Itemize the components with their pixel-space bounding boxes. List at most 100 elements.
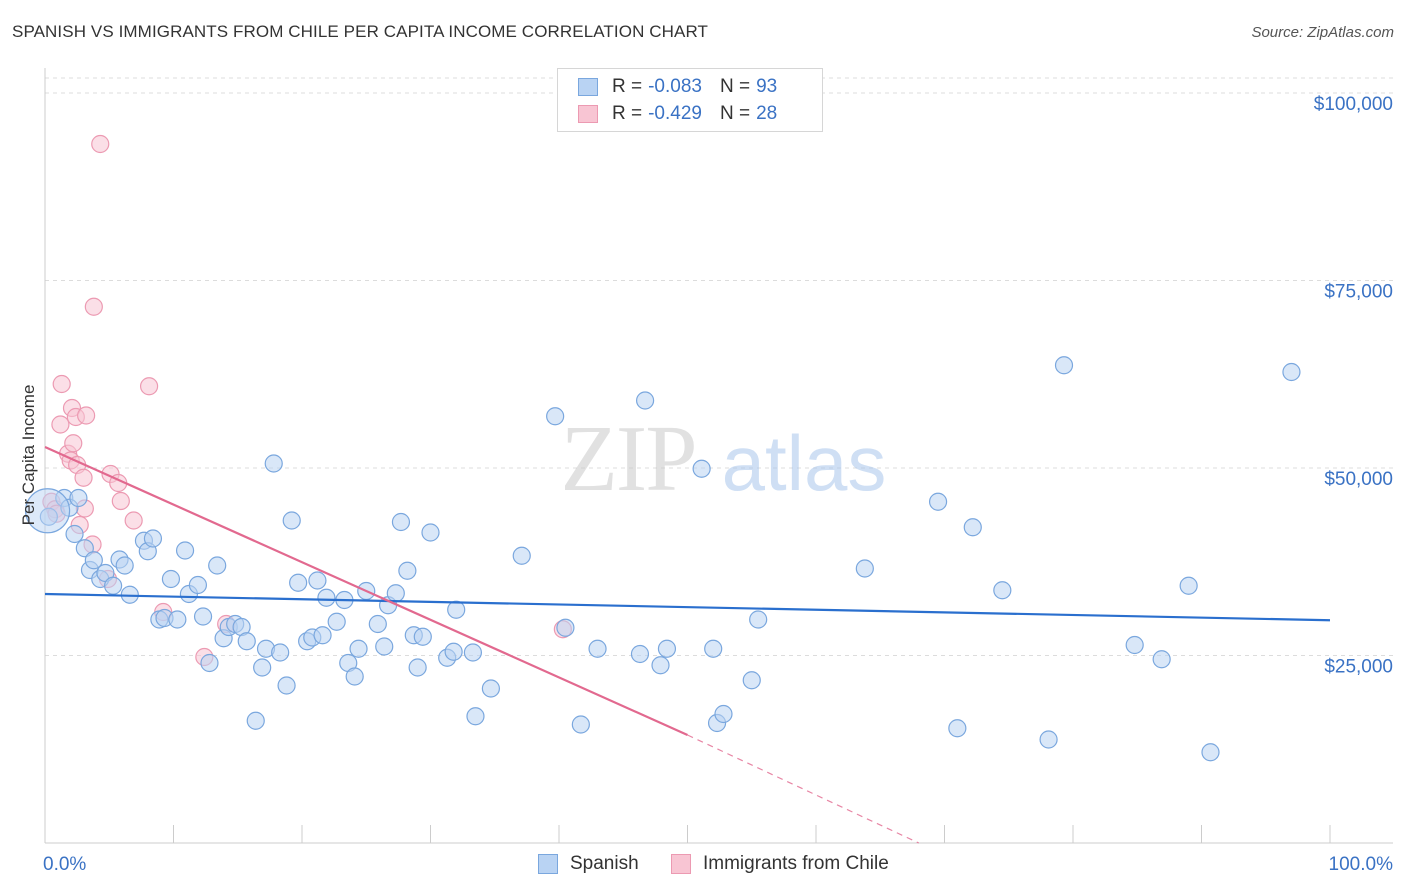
data-point-spanish (200, 653, 219, 673)
data-point-spanish (65, 524, 84, 544)
watermark-zip: ZIP (561, 407, 696, 511)
data-point-spanish (749, 610, 768, 629)
data-point-spanish (289, 573, 308, 592)
data-point-spanish (928, 492, 948, 511)
data-point-spanish (24, 488, 71, 534)
bottom-legend-chile: Immigrants from Chile (671, 852, 889, 876)
data-point-spanish (635, 391, 655, 410)
data-point-spanish (408, 658, 427, 677)
series-spanish-points (24, 356, 1301, 762)
data-point-spanish (349, 639, 368, 658)
y-tick-label: $100,000 (1314, 94, 1393, 115)
data-point-spanish (546, 407, 565, 426)
data-point-spanish (630, 644, 650, 664)
legend-swatch-chile (578, 105, 598, 123)
legend-n-label: N = (719, 103, 751, 124)
data-point-spanish (246, 711, 265, 730)
grid-lines (45, 77, 1393, 656)
data-point-chile (111, 491, 130, 511)
data-point-spanish (84, 551, 103, 570)
data-point-spanish (193, 607, 213, 626)
data-point-spanish (1054, 356, 1074, 375)
data-point-spanish (463, 643, 483, 662)
bottom-legend-swatch-spanish (538, 854, 558, 874)
data-point-spanish (104, 576, 123, 595)
data-point-spanish (398, 561, 417, 580)
data-point-spanish (742, 671, 761, 690)
data-point-spanish (413, 627, 432, 646)
data-point-spanish (368, 614, 387, 634)
legend-row-chile: R = -0.429 N = 28 (578, 102, 777, 126)
data-point-spanish (444, 642, 463, 661)
data-point-spanish (948, 719, 967, 738)
x-tick-label: 0.0% (43, 854, 86, 875)
data-point-chile (52, 374, 71, 394)
legend-r-value: -0.083 (648, 76, 702, 97)
data-point-spanish (161, 569, 181, 589)
data-point-spanish (855, 559, 874, 578)
data-point-spanish (143, 529, 163, 548)
data-point-spanish (375, 637, 394, 656)
data-point-spanish (282, 511, 301, 530)
data-point-spanish (481, 679, 500, 698)
trend-line-chile-extension (687, 734, 920, 844)
data-point-spanish (963, 518, 982, 537)
data-point-spanish (237, 632, 256, 651)
bottom-legend-swatch-chile (671, 854, 691, 874)
data-point-spanish (277, 676, 296, 695)
data-point-spanish (588, 639, 607, 658)
data-point-spanish (704, 639, 723, 658)
data-point-spanish (271, 643, 290, 662)
source-label: Source: ZipAtlas.com (1251, 24, 1394, 41)
data-point-spanish (1125, 635, 1144, 655)
y-tick-label: $25,000 (1324, 657, 1393, 678)
y-axis-label: Per Capita Income (19, 385, 38, 526)
legend-box: R = -0.083 N = 93 R = -0.429 N = 28 (557, 68, 823, 132)
data-point-chile (139, 377, 159, 396)
data-point-spanish (556, 618, 575, 637)
data-point-spanish (571, 715, 590, 734)
data-point-chile (84, 297, 103, 316)
data-point-spanish (512, 546, 531, 565)
legend-n-value: 28 (756, 103, 778, 124)
watermark-atlas: atlas (722, 419, 887, 507)
data-point-spanish (208, 556, 227, 575)
legend-n-value: 93 (756, 76, 778, 97)
data-point-spanish (168, 610, 187, 629)
data-point-spanish (651, 656, 670, 675)
trend-line-spanish (44, 592, 1331, 622)
data-point-spanish (1201, 743, 1220, 762)
data-point-spanish (1179, 576, 1198, 595)
bottom-legend-label-spanish: Spanish (570, 853, 639, 874)
data-point-chile (51, 415, 70, 434)
data-point-chile (64, 434, 83, 453)
data-point-spanish (253, 658, 272, 677)
data-point-chile (74, 468, 93, 487)
data-point-spanish (1152, 650, 1171, 669)
data-point-spanish (1282, 362, 1301, 382)
data-point-chile (91, 134, 110, 154)
data-point-spanish (175, 541, 195, 560)
bottom-legend-label-chile: Immigrants from Chile (703, 853, 889, 874)
data-point-spanish (993, 581, 1012, 600)
y-tick-label: $50,000 (1324, 469, 1393, 490)
watermark: ZIP atlas (561, 407, 887, 511)
data-point-spanish (1039, 730, 1058, 749)
data-point-spanish (264, 454, 283, 473)
data-point-spanish (327, 612, 346, 631)
data-point-spanish (345, 667, 364, 686)
data-point-spanish (692, 459, 711, 478)
legend-swatch-spanish (578, 78, 598, 96)
data-point-spanish (115, 556, 134, 575)
bottom-legend-spanish: Spanish (538, 852, 639, 876)
data-point-spanish (657, 639, 677, 658)
data-point-spanish (391, 512, 411, 532)
x-tick-label: 100.0% (1329, 854, 1394, 875)
data-point-spanish (447, 600, 466, 619)
legend-r-value: -0.429 (648, 103, 702, 124)
legend-r-label: R = (612, 76, 643, 97)
trend-line-chile (44, 445, 688, 737)
data-point-spanish (386, 584, 405, 603)
data-point-chile (124, 511, 143, 530)
